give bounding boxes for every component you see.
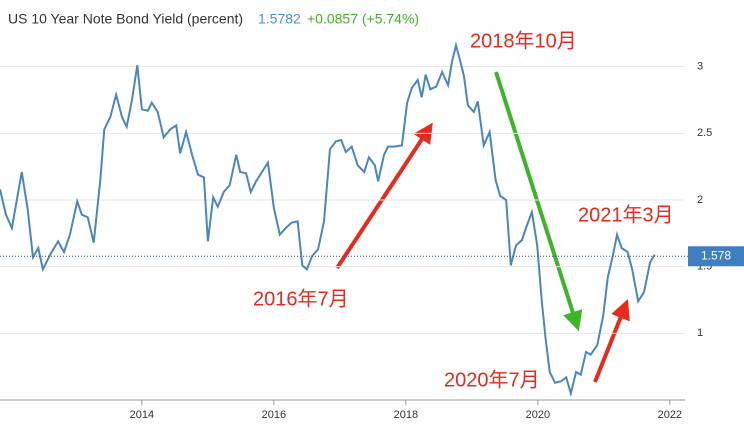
y-tick-label: 2.5	[697, 127, 712, 139]
last-price: 1.5782	[258, 11, 301, 27]
x-tick-label: 2014	[130, 409, 154, 421]
x-tick-label: 2022	[658, 409, 682, 421]
x-tick-label: 2018	[394, 409, 418, 421]
arrow	[494, 71, 583, 332]
arrow	[335, 122, 433, 270]
annotation: 2016年7月	[253, 287, 349, 310]
annotation: 2021年3月	[578, 203, 674, 226]
chart-title: US 10 Year Note Bond Yield (percent)	[8, 11, 243, 27]
arrow	[593, 299, 630, 383]
y-tick-label: 2	[697, 194, 703, 206]
y-tick-label: 3	[697, 61, 703, 73]
annotation: 2020年7月	[444, 368, 540, 391]
last-value-box	[688, 246, 744, 267]
price-change: +0.0857 (+5.74%)	[307, 11, 419, 27]
last-value-label: 1.578	[701, 248, 731, 262]
annotation: 2018年10月	[470, 29, 577, 52]
line-series	[0, 41, 656, 398]
y-tick-label: 1	[697, 327, 703, 339]
x-tick-label: 2020	[526, 409, 550, 421]
x-tick-label: 2016	[262, 409, 286, 421]
